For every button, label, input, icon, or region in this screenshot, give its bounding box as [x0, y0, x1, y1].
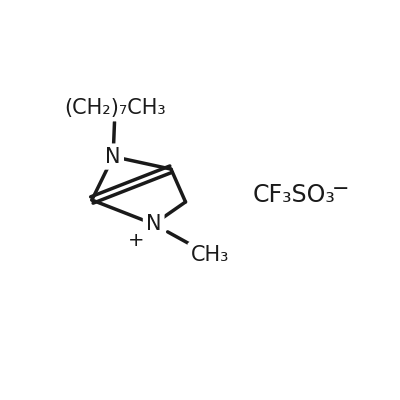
- Text: CH₃: CH₃: [190, 245, 229, 265]
- Text: (CH₂)₇CH₃: (CH₂)₇CH₃: [64, 98, 166, 118]
- Text: N: N: [146, 214, 162, 234]
- Text: +: +: [128, 231, 144, 250]
- Text: N: N: [105, 146, 121, 166]
- Text: −: −: [332, 179, 350, 199]
- Text: CF₃SO₃: CF₃SO₃: [253, 183, 336, 207]
